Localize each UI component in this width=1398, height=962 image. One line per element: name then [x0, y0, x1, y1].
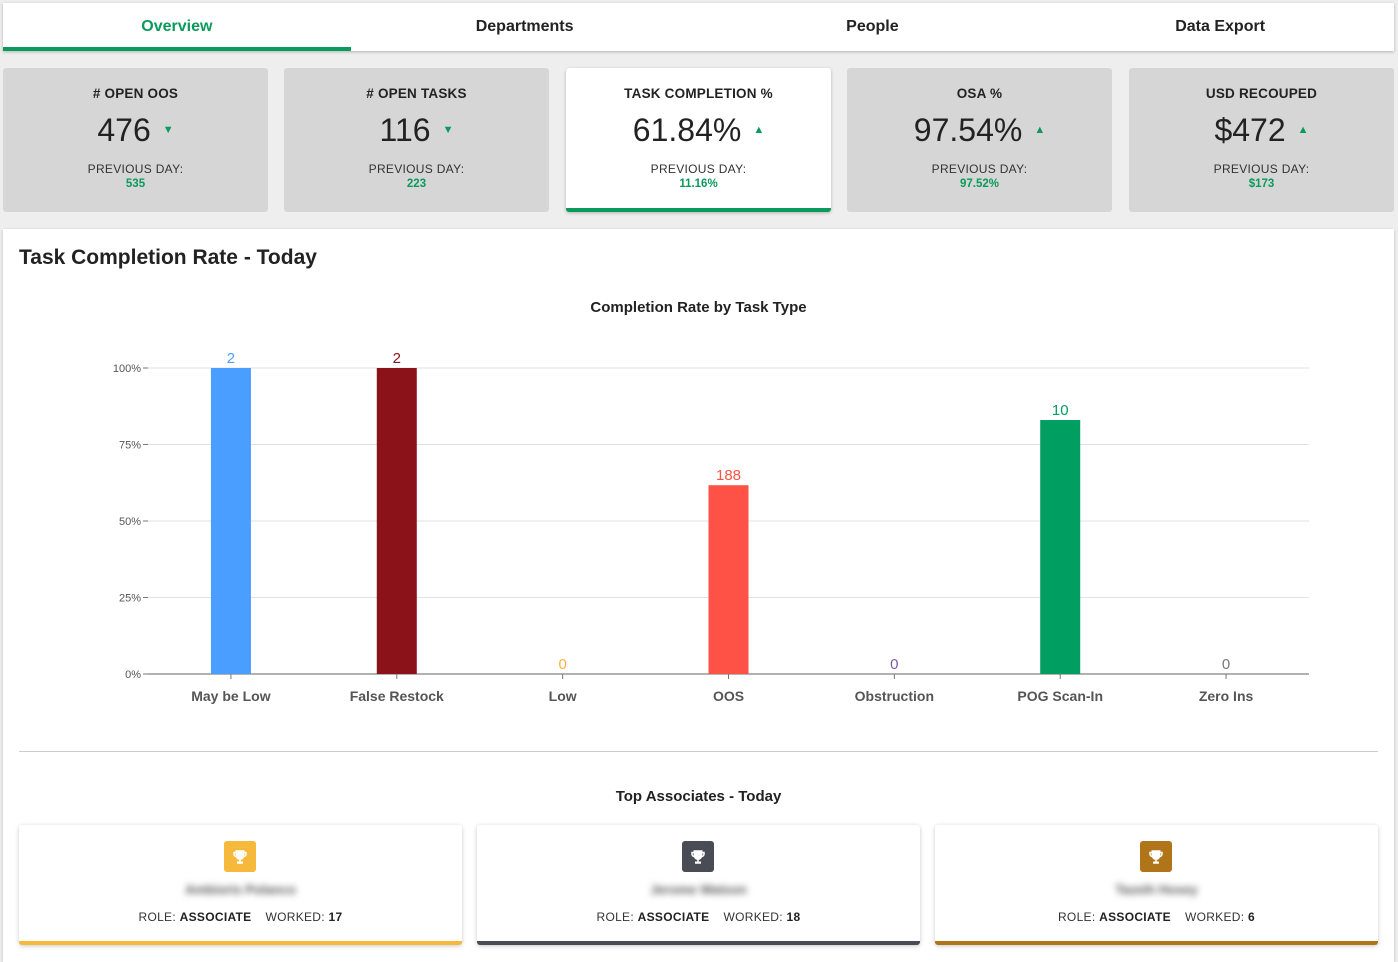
kpi-row: # OPEN OOS 476 ▼ PREVIOUS DAY: 535 # OPEN… [3, 68, 1394, 212]
x-tick-label: Low [549, 688, 577, 704]
kpi-value-text: 116 [379, 112, 431, 148]
x-tick-label: Obstruction [855, 688, 934, 704]
kpi-title: OSA % [956, 86, 1003, 101]
kpi-title: TASK COMPLETION % [624, 86, 773, 101]
kpi-card-usd-recouped[interactable]: USD RECOUPED $472 ▲ PREVIOUS DAY: $173 [1129, 68, 1394, 212]
y-tick-label: 100% [113, 363, 141, 375]
kpi-title: # OPEN OOS [92, 86, 179, 101]
x-tick-label: OOS [713, 688, 744, 704]
kpi-value: 61.84% ▲ [566, 112, 831, 149]
worked-label: WORKED: [1184, 910, 1245, 924]
associate-name: Ambioris Polanco [185, 882, 296, 897]
trend-up-icon: ▲ [1297, 124, 1309, 136]
task-completion-panel: Task Completion Rate - Today Completion … [3, 229, 1394, 962]
role-value: ASSOCIATE [179, 910, 252, 924]
data-label: 188 [716, 467, 741, 484]
associates-title: Top Associates - Today [615, 788, 782, 805]
data-label: 0 [890, 656, 898, 673]
trophy-icon [224, 841, 256, 872]
panel-title: Task Completion Rate - Today [19, 246, 317, 269]
kpi-value: 476 ▼ [3, 112, 268, 149]
kpi-prev-value: 223 [406, 178, 427, 190]
kpi-prev-label: PREVIOUS DAY: [1213, 162, 1310, 176]
role-value: ASSOCIATE [637, 910, 710, 924]
trend-down-icon: ▼ [162, 124, 174, 136]
kpi-prev-value: 11.16% [679, 178, 718, 190]
associate-meta: ROLE: ASSOCIATE WORKED: 18 [477, 910, 920, 924]
associate-name: Jerome Watson [650, 882, 747, 897]
tab-people[interactable]: People [846, 18, 899, 35]
kpi-card-open-oos[interactable]: # OPEN OOS 476 ▼ PREVIOUS DAY: 535 [3, 68, 268, 212]
worked-value: 6 [1248, 910, 1256, 924]
trophy-icon [1140, 841, 1172, 872]
trend-down-icon: ▼ [442, 124, 454, 136]
data-label: 10 [1052, 402, 1069, 419]
kpi-card-osa[interactable]: OSA % 97.54% ▲ PREVIOUS DAY: 97.52% [847, 68, 1112, 212]
kpi-title: # OPEN TASKS [366, 86, 467, 101]
kpi-value-text: 61.84% [632, 112, 742, 148]
role-label: ROLE: [596, 910, 634, 924]
kpi-prev-label: PREVIOUS DAY: [650, 162, 747, 176]
kpi-prev-value: 535 [125, 178, 146, 190]
worked-label: WORKED: [723, 910, 783, 924]
kpi-value: 116 ▼ [284, 112, 549, 149]
y-tick-label: 75% [119, 440, 141, 452]
card-accent-bar [477, 941, 920, 945]
x-tick-label: False Restock [350, 688, 444, 704]
kpi-prev-label: PREVIOUS DAY: [87, 162, 184, 176]
trophy-icon [682, 841, 714, 872]
associate-card[interactable]: Ambioris Polanco ROLE: ASSOCIATE WORKED: … [19, 825, 462, 945]
associate-card[interactable]: Jerome Watson ROLE: ASSOCIATE WORKED: 18 [477, 825, 920, 945]
y-tick-label: 25% [119, 593, 141, 605]
role-label: ROLE: [1057, 910, 1096, 924]
data-label: 2 [227, 350, 235, 367]
kpi-prev-value: $173 [1248, 178, 1275, 190]
kpi-prev-value: 97.52% [959, 178, 999, 190]
worked-value: 17 [328, 910, 343, 924]
data-label: 2 [393, 350, 401, 367]
completion-bar-chart: 0% 25% 50% 75% 100% 2 May be Low 2 False Restock… [113, 350, 1309, 704]
x-tick-label: Zero Ins [1199, 688, 1254, 704]
tab-departments[interactable]: Departments [475, 18, 574, 35]
associate-card[interactable]: Tazeih Hosey ROLE: ASSOCIATE WORKED: 6 [935, 825, 1378, 945]
chart-title: Completion Rate by Task Type [590, 299, 807, 316]
data-label: 0 [1222, 656, 1230, 673]
y-tick-label: 50% [119, 516, 141, 528]
y-tick-label: 0% [125, 669, 141, 681]
kpi-card-task-completion[interactable]: TASK COMPLETION % 61.84% ▲ PREVIOUS DAY: … [566, 68, 831, 212]
tab-overview[interactable]: Overview [3, 3, 351, 51]
kpi-value: $472 ▲ [1129, 112, 1394, 149]
associate-meta: ROLE: ASSOCIATE WORKED: 17 [19, 910, 462, 924]
kpi-card-open-tasks[interactable]: # OPEN TASKS 116 ▼ PREVIOUS DAY: 223 [284, 68, 549, 212]
tab-data-export[interactable]: Data Export [1175, 18, 1266, 35]
kpi-value: 97.54% ▲ [847, 112, 1112, 149]
bar [1040, 420, 1081, 674]
role-value: ASSOCIATE [1099, 910, 1171, 924]
x-tick-label: May be Low [191, 688, 270, 704]
worked-value: 18 [786, 910, 801, 924]
associate-meta: ROLE: ASSOCIATE WORKED: 6 [935, 910, 1378, 924]
worked-label: WORKED: [265, 910, 325, 924]
bar [210, 368, 251, 674]
card-accent-bar [935, 941, 1378, 945]
kpi-prev-label: PREVIOUS DAY: [931, 162, 1028, 176]
associate-name: Tazeih Hosey [1115, 882, 1198, 897]
card-accent-bar [19, 941, 462, 945]
bar [708, 485, 749, 674]
kpi-value-text: $472 [1214, 112, 1286, 148]
role-label: ROLE: [138, 910, 176, 924]
divider [19, 751, 1378, 752]
top-tabs: Overview Departments People Data Export [3, 3, 1394, 51]
kpi-prev-label: PREVIOUS DAY: [368, 162, 465, 176]
kpi-title: USD RECOUPED [1205, 86, 1318, 101]
data-label: 0 [558, 656, 566, 673]
kpi-value-text: 97.54% [913, 112, 1023, 148]
trend-up-icon: ▲ [1034, 124, 1046, 136]
trend-up-icon: ▲ [753, 124, 765, 136]
x-tick-label: POG Scan-In [1017, 688, 1103, 704]
kpi-value-text: 476 [97, 112, 151, 148]
bar [376, 368, 417, 674]
